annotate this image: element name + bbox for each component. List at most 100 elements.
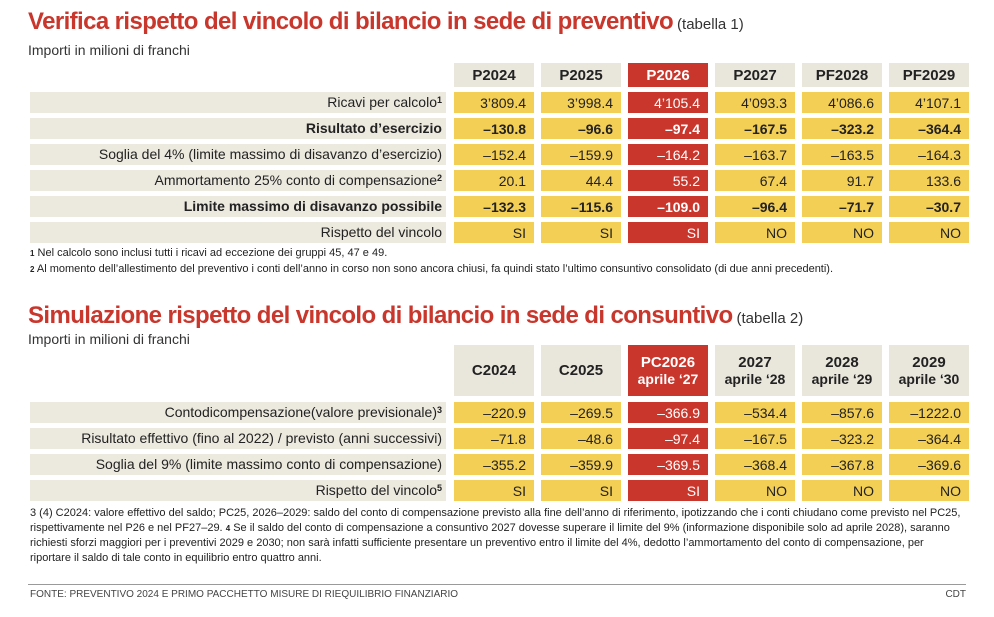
- table1-note-2: 2 Al momento dell’allestimento del preve…: [30, 263, 834, 275]
- t2-header-sublabel: aprile ‘27: [637, 370, 699, 387]
- table2-note: 3 (4) C2024: valore effettivo del saldo;…: [30, 507, 961, 564]
- t2-cell: –534.4: [715, 402, 795, 423]
- t1-cell: –115.6: [541, 196, 621, 217]
- t2-cell: –364.4: [889, 428, 969, 449]
- t2-header-1: C2025: [541, 345, 621, 396]
- t1-cell: NO: [715, 222, 795, 243]
- t2-header-0: C2024: [454, 345, 534, 396]
- t2-header-label: 2029: [912, 353, 946, 371]
- t2-header-label: 2027: [738, 353, 772, 371]
- table2-title: Simulazione rispetto del vincolo di bila…: [28, 302, 804, 329]
- t2-cell: –366.9: [628, 402, 708, 423]
- t1-cell: –96.4: [715, 196, 795, 217]
- table1-title: Verifica rispetto del vincolo di bilanci…: [28, 8, 744, 35]
- t2-row-band: [30, 454, 446, 475]
- t1-row-band: [30, 222, 446, 243]
- t1-row-label: Ammortamento 25% conto di compensazione2: [154, 172, 443, 188]
- t1-row-band: [30, 92, 446, 113]
- t1-cell: NO: [889, 222, 969, 243]
- t2-header-label: C2024: [471, 362, 517, 379]
- t1-row-label: Risultato d’esercizio: [305, 120, 442, 136]
- t2-cell: –97.4: [628, 428, 708, 449]
- t2-cell: –48.6: [541, 428, 621, 449]
- t2-header-2: PC2026 aprile ‘27: [628, 345, 708, 396]
- t1-header-3: P2027: [715, 63, 795, 87]
- t1-cell: 20.1: [454, 170, 534, 191]
- t1-cell: 91.7: [802, 170, 882, 191]
- t2-cell: –355.2: [454, 454, 534, 475]
- t1-cell: 4’105.4: [628, 92, 708, 113]
- t2-cell: SI: [628, 480, 708, 501]
- t2-cell: –269.5: [541, 402, 621, 423]
- t1-row-band: [30, 144, 446, 165]
- t1-cell: –71.7: [802, 196, 882, 217]
- t2-row-band: [30, 402, 446, 423]
- t1-cell: 44.4: [541, 170, 621, 191]
- t2-row-label: Contodicompensazione(valore previsionale…: [164, 404, 442, 420]
- footer-divider: [28, 584, 966, 585]
- t1-cell: 4’093.3: [715, 92, 795, 113]
- t2-cell: NO: [889, 480, 969, 501]
- t1-cell: –164.2: [628, 144, 708, 165]
- table2-subtitle: (tabella 2): [736, 310, 804, 327]
- t1-cell: 4’107.1: [889, 92, 969, 113]
- t2-cell: –359.9: [541, 454, 621, 475]
- t1-header-1: P2025: [541, 63, 621, 87]
- t1-cell: –130.8: [454, 118, 534, 139]
- table1-subtitle: (tabella 1): [677, 16, 744, 33]
- t1-row-label: Limite massimo di disavanzo possibile: [183, 198, 442, 214]
- footer-source: FONTE: PREVENTIVO 2024 E PRIMO PACCHETTO…: [30, 589, 459, 600]
- t1-cell: SI: [628, 222, 708, 243]
- t1-row-band: [30, 196, 446, 217]
- t1-cell: –323.2: [802, 118, 882, 139]
- t1-row-band: [30, 170, 446, 191]
- t1-cell: –97.4: [628, 118, 708, 139]
- t2-cell: –369.5: [628, 454, 708, 475]
- t2-cell: –1222.0: [889, 402, 969, 423]
- t1-cell: –163.7: [715, 144, 795, 165]
- t2-row-band: [30, 428, 446, 449]
- t1-cell: –167.5: [715, 118, 795, 139]
- t2-cell: –367.8: [802, 454, 882, 475]
- t1-row-label: Ricavi per calcolo1: [327, 94, 442, 110]
- t2-cell: SI: [541, 480, 621, 501]
- t2-cell: –71.8: [454, 428, 534, 449]
- t2-row-label: Soglia del 9% (limite massimo conto di c…: [95, 456, 442, 472]
- t2-row-band: [30, 480, 446, 501]
- t2-header-sublabel: aprile ‘28: [724, 370, 786, 387]
- t1-cell: –364.4: [889, 118, 969, 139]
- t1-header-0: P2024: [454, 63, 534, 87]
- t1-cell: 3’809.4: [454, 92, 534, 113]
- t1-cell: –30.7: [889, 196, 969, 217]
- t1-row-band: [30, 118, 446, 139]
- t2-cell: –220.9: [454, 402, 534, 423]
- t2-cell: NO: [715, 480, 795, 501]
- t2-header-label: 2028: [825, 353, 859, 371]
- t2-header-4: 2028 aprile ‘29: [802, 345, 882, 396]
- t1-row-label: Rispetto del vincolo: [320, 224, 442, 240]
- t2-cell: –167.5: [715, 428, 795, 449]
- t1-cell: 3’998.4: [541, 92, 621, 113]
- t2-cell: NO: [802, 480, 882, 501]
- t2-header-sublabel: aprile ‘29: [811, 370, 873, 387]
- footer-credit: CDT: [945, 589, 966, 600]
- t2-cell: –369.6: [889, 454, 969, 475]
- t1-cell: –96.6: [541, 118, 621, 139]
- t1-cell: –163.5: [802, 144, 882, 165]
- t1-cell: –152.4: [454, 144, 534, 165]
- t2-header-3: 2027 aprile ‘28: [715, 345, 795, 396]
- t2-cell: –368.4: [715, 454, 795, 475]
- t2-header-sublabel: aprile ‘30: [898, 370, 960, 387]
- t1-header-4: PF2028: [802, 63, 882, 87]
- t1-header-2: P2026: [628, 63, 708, 87]
- t1-header-5: PF2029: [889, 63, 969, 87]
- table1-unit: Importi in milioni di franchi: [28, 42, 190, 58]
- t1-cell: 55.2: [628, 170, 708, 191]
- t2-cell: SI: [454, 480, 534, 501]
- t2-header-label: PC2026: [640, 353, 696, 371]
- t2-cell: –323.2: [802, 428, 882, 449]
- t2-cell: –857.6: [802, 402, 882, 423]
- t1-cell: 4’086.6: [802, 92, 882, 113]
- t1-cell: –159.9: [541, 144, 621, 165]
- t1-cell: SI: [541, 222, 621, 243]
